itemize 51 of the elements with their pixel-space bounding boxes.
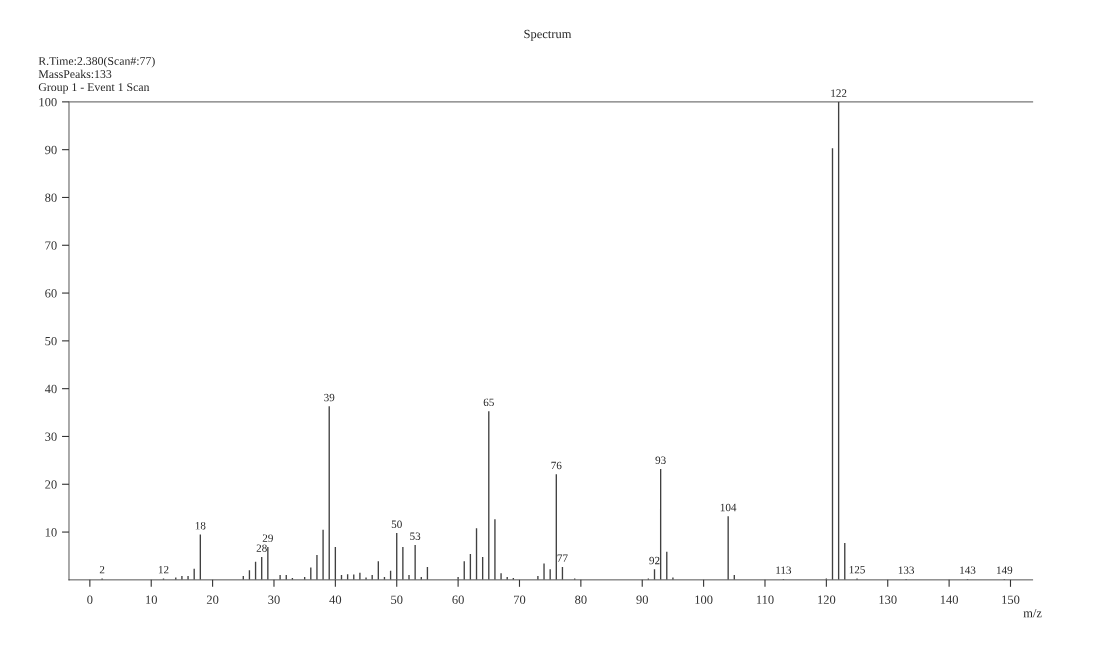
y-tick-label: 40 [44, 384, 57, 394]
x-tick-label: 10 [146, 595, 157, 604]
y-tick-label: 90 [45, 145, 57, 155]
annotation: 149 [997, 566, 1013, 574]
annotation: 143 [960, 566, 976, 574]
text: MassPeaks:133 [38, 69, 112, 79]
x-tick-label: 30 [268, 595, 280, 604]
x-tick-label: 80 [575, 595, 587, 604]
y-tick-label: 30 [45, 432, 57, 441]
y-tick-label: 100 [39, 97, 57, 107]
annotation: 29 [262, 534, 273, 542]
x-tick-label: 110 [756, 595, 774, 604]
x-tick-label: 130 [879, 595, 897, 604]
text: Group 1 - Event 1 Scan [38, 83, 150, 94]
annotation: 50 [391, 520, 402, 528]
y-tick-label: 60 [45, 289, 57, 298]
x-tick-label: 100 [695, 595, 713, 604]
chart-title: Spectrum [524, 29, 572, 41]
x-tick-label: 60 [452, 595, 464, 604]
annotation: 76 [551, 461, 562, 470]
x-axis-title: m/z [1023, 608, 1042, 618]
annotation: 93 [655, 456, 666, 464]
annotation: 12 [158, 565, 169, 574]
x-tick-label: 70 [514, 595, 526, 604]
x-tick-label: 40 [329, 595, 342, 604]
annotation: 92 [649, 556, 660, 565]
annotation: 65 [483, 398, 494, 407]
annotation: 77 [557, 554, 568, 562]
annotation: 39 [324, 393, 335, 402]
y-tick-label: 10 [45, 528, 57, 537]
x-tick-label: 50 [391, 595, 403, 604]
x-tick-label: 140 [940, 595, 959, 604]
x-tick-label: 0 [87, 595, 93, 604]
x-tick-label: 150 [1002, 595, 1020, 604]
y-tick-label: 20 [45, 480, 57, 489]
x-tick-label: 20 [206, 595, 219, 604]
y-tick-label: 70 [45, 241, 57, 250]
annotation: 18 [195, 521, 206, 530]
annotation: 122 [831, 89, 847, 97]
y-tick-label: 80 [45, 193, 57, 202]
annotation: 125 [849, 565, 865, 574]
annotation: 53 [410, 532, 421, 540]
text: R.Time:2.380(Scan#:77) [38, 56, 155, 68]
annotation: 28 [256, 544, 267, 552]
annotation: 104 [720, 503, 737, 512]
x-tick-label: 90 [636, 595, 649, 604]
x-tick-label: 120 [818, 595, 836, 604]
y-tick-label: 50 [45, 336, 57, 346]
annotation: 113 [776, 566, 792, 574]
annotation: 2 [99, 565, 105, 574]
annotation: 133 [898, 566, 915, 574]
